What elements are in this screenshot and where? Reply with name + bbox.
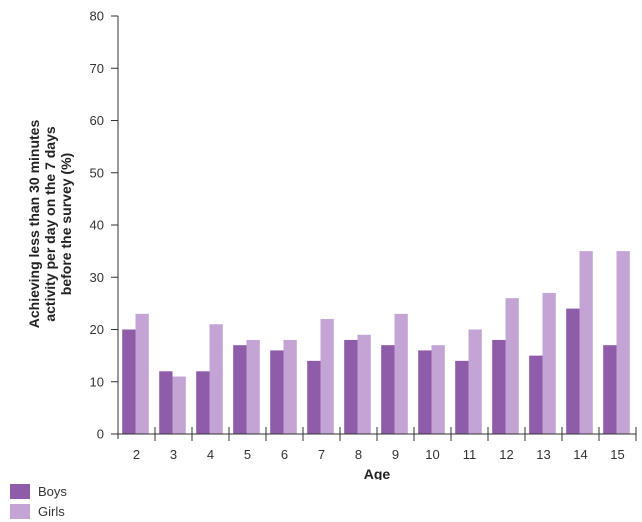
y-tick-label-20: 20 <box>90 322 104 337</box>
bar-boys-age-13 <box>529 355 543 434</box>
y-tick-label-30: 30 <box>90 270 104 285</box>
legend-item-girls: Girls <box>10 502 67 520</box>
bar-girls-age-9 <box>394 313 408 434</box>
bar-girls-age-3 <box>172 376 186 434</box>
bar-boys-age-15 <box>603 345 617 434</box>
bar-girls-age-4 <box>209 324 223 434</box>
bar-boys-age-10 <box>418 350 432 434</box>
bar-girls-age-8 <box>357 334 371 434</box>
bar-chart: 0 10 20 30 40 50 60 70 80 2 3 4 5 6 7 8 9 10 11 12 13 14 15 Ac… <box>26 9 637 480</box>
y-axis-title: Achieving less than 30 minutesactivity p… <box>26 120 74 329</box>
bar-girls-age-11 <box>468 329 482 434</box>
legend-swatch-girls <box>10 503 30 519</box>
bar-girls-age-2 <box>135 313 149 434</box>
y-tick-label-10: 10 <box>90 374 104 389</box>
y-tick-label-0: 0 <box>97 427 104 442</box>
bar-boys-age-5 <box>233 345 247 434</box>
bar-boys-age-14 <box>566 308 580 434</box>
x-tick-label-9: 9 <box>392 447 399 462</box>
x-tick-label-11: 11 <box>463 447 477 462</box>
bar-girls-age-7 <box>320 319 334 434</box>
x-tick-label-10: 10 <box>425 447 439 462</box>
legend-item-boys: Boys <box>10 482 67 500</box>
bar-boys-age-4 <box>196 371 210 434</box>
x-tick-label-4: 4 <box>207 447 214 462</box>
y-tick-label-40: 40 <box>90 218 104 233</box>
y-axis-title-line-3: before the survey (%) <box>58 153 74 295</box>
y-axis-title-line-1: Achieving less than 30 minutes <box>26 120 42 329</box>
bar-boys-age-7 <box>307 360 321 434</box>
y-tick-label-80: 80 <box>90 9 104 24</box>
bar-girls-age-14 <box>579 251 593 434</box>
y-tick-label-70: 70 <box>90 61 104 76</box>
x-tick-label-15: 15 <box>610 447 624 462</box>
axes-group: 0 10 20 30 40 50 60 70 80 2 3 4 5 6 7 8 9 10 11 12 13 14 15 <box>90 9 637 462</box>
legend: Boys Girls <box>10 482 67 522</box>
y-axis-title-line-2: activity per day on the 7 days <box>42 126 58 322</box>
x-tick-label-8: 8 <box>355 447 362 462</box>
bar-girls-age-12 <box>505 298 519 434</box>
x-tick-label-13: 13 <box>536 447 550 462</box>
x-tick-label-5: 5 <box>244 447 251 462</box>
y-tick-label-50: 50 <box>90 165 104 180</box>
bar-girls-age-15 <box>616 251 630 434</box>
bar-girls-age-13 <box>542 292 556 434</box>
legend-swatch-boys <box>10 483 30 499</box>
bar-girls-age-10 <box>431 345 445 434</box>
bar-girls-age-5 <box>246 339 260 434</box>
bar-girls-age-6 <box>283 339 297 434</box>
bar-boys-age-2 <box>122 329 136 434</box>
x-tick-label-7: 7 <box>318 447 325 462</box>
bars-group <box>122 251 630 434</box>
x-tick-label-12: 12 <box>499 447 513 462</box>
y-tick-label-60: 60 <box>90 113 104 128</box>
x-tick-label-6: 6 <box>281 447 288 462</box>
legend-label-girls: Girls <box>38 503 65 519</box>
bar-boys-age-12 <box>492 339 506 434</box>
bar-boys-age-11 <box>455 360 469 434</box>
bar-boys-age-3 <box>159 371 173 434</box>
x-tick-label-14: 14 <box>573 447 587 462</box>
legend-label-boys: Boys <box>38 483 67 499</box>
bar-boys-age-8 <box>344 339 358 434</box>
bar-boys-age-6 <box>270 350 284 434</box>
x-axis-title: Age <box>364 466 391 480</box>
bar-boys-age-9 <box>381 345 395 434</box>
x-tick-label-3: 3 <box>170 447 177 462</box>
x-tick-label-2: 2 <box>133 447 140 462</box>
